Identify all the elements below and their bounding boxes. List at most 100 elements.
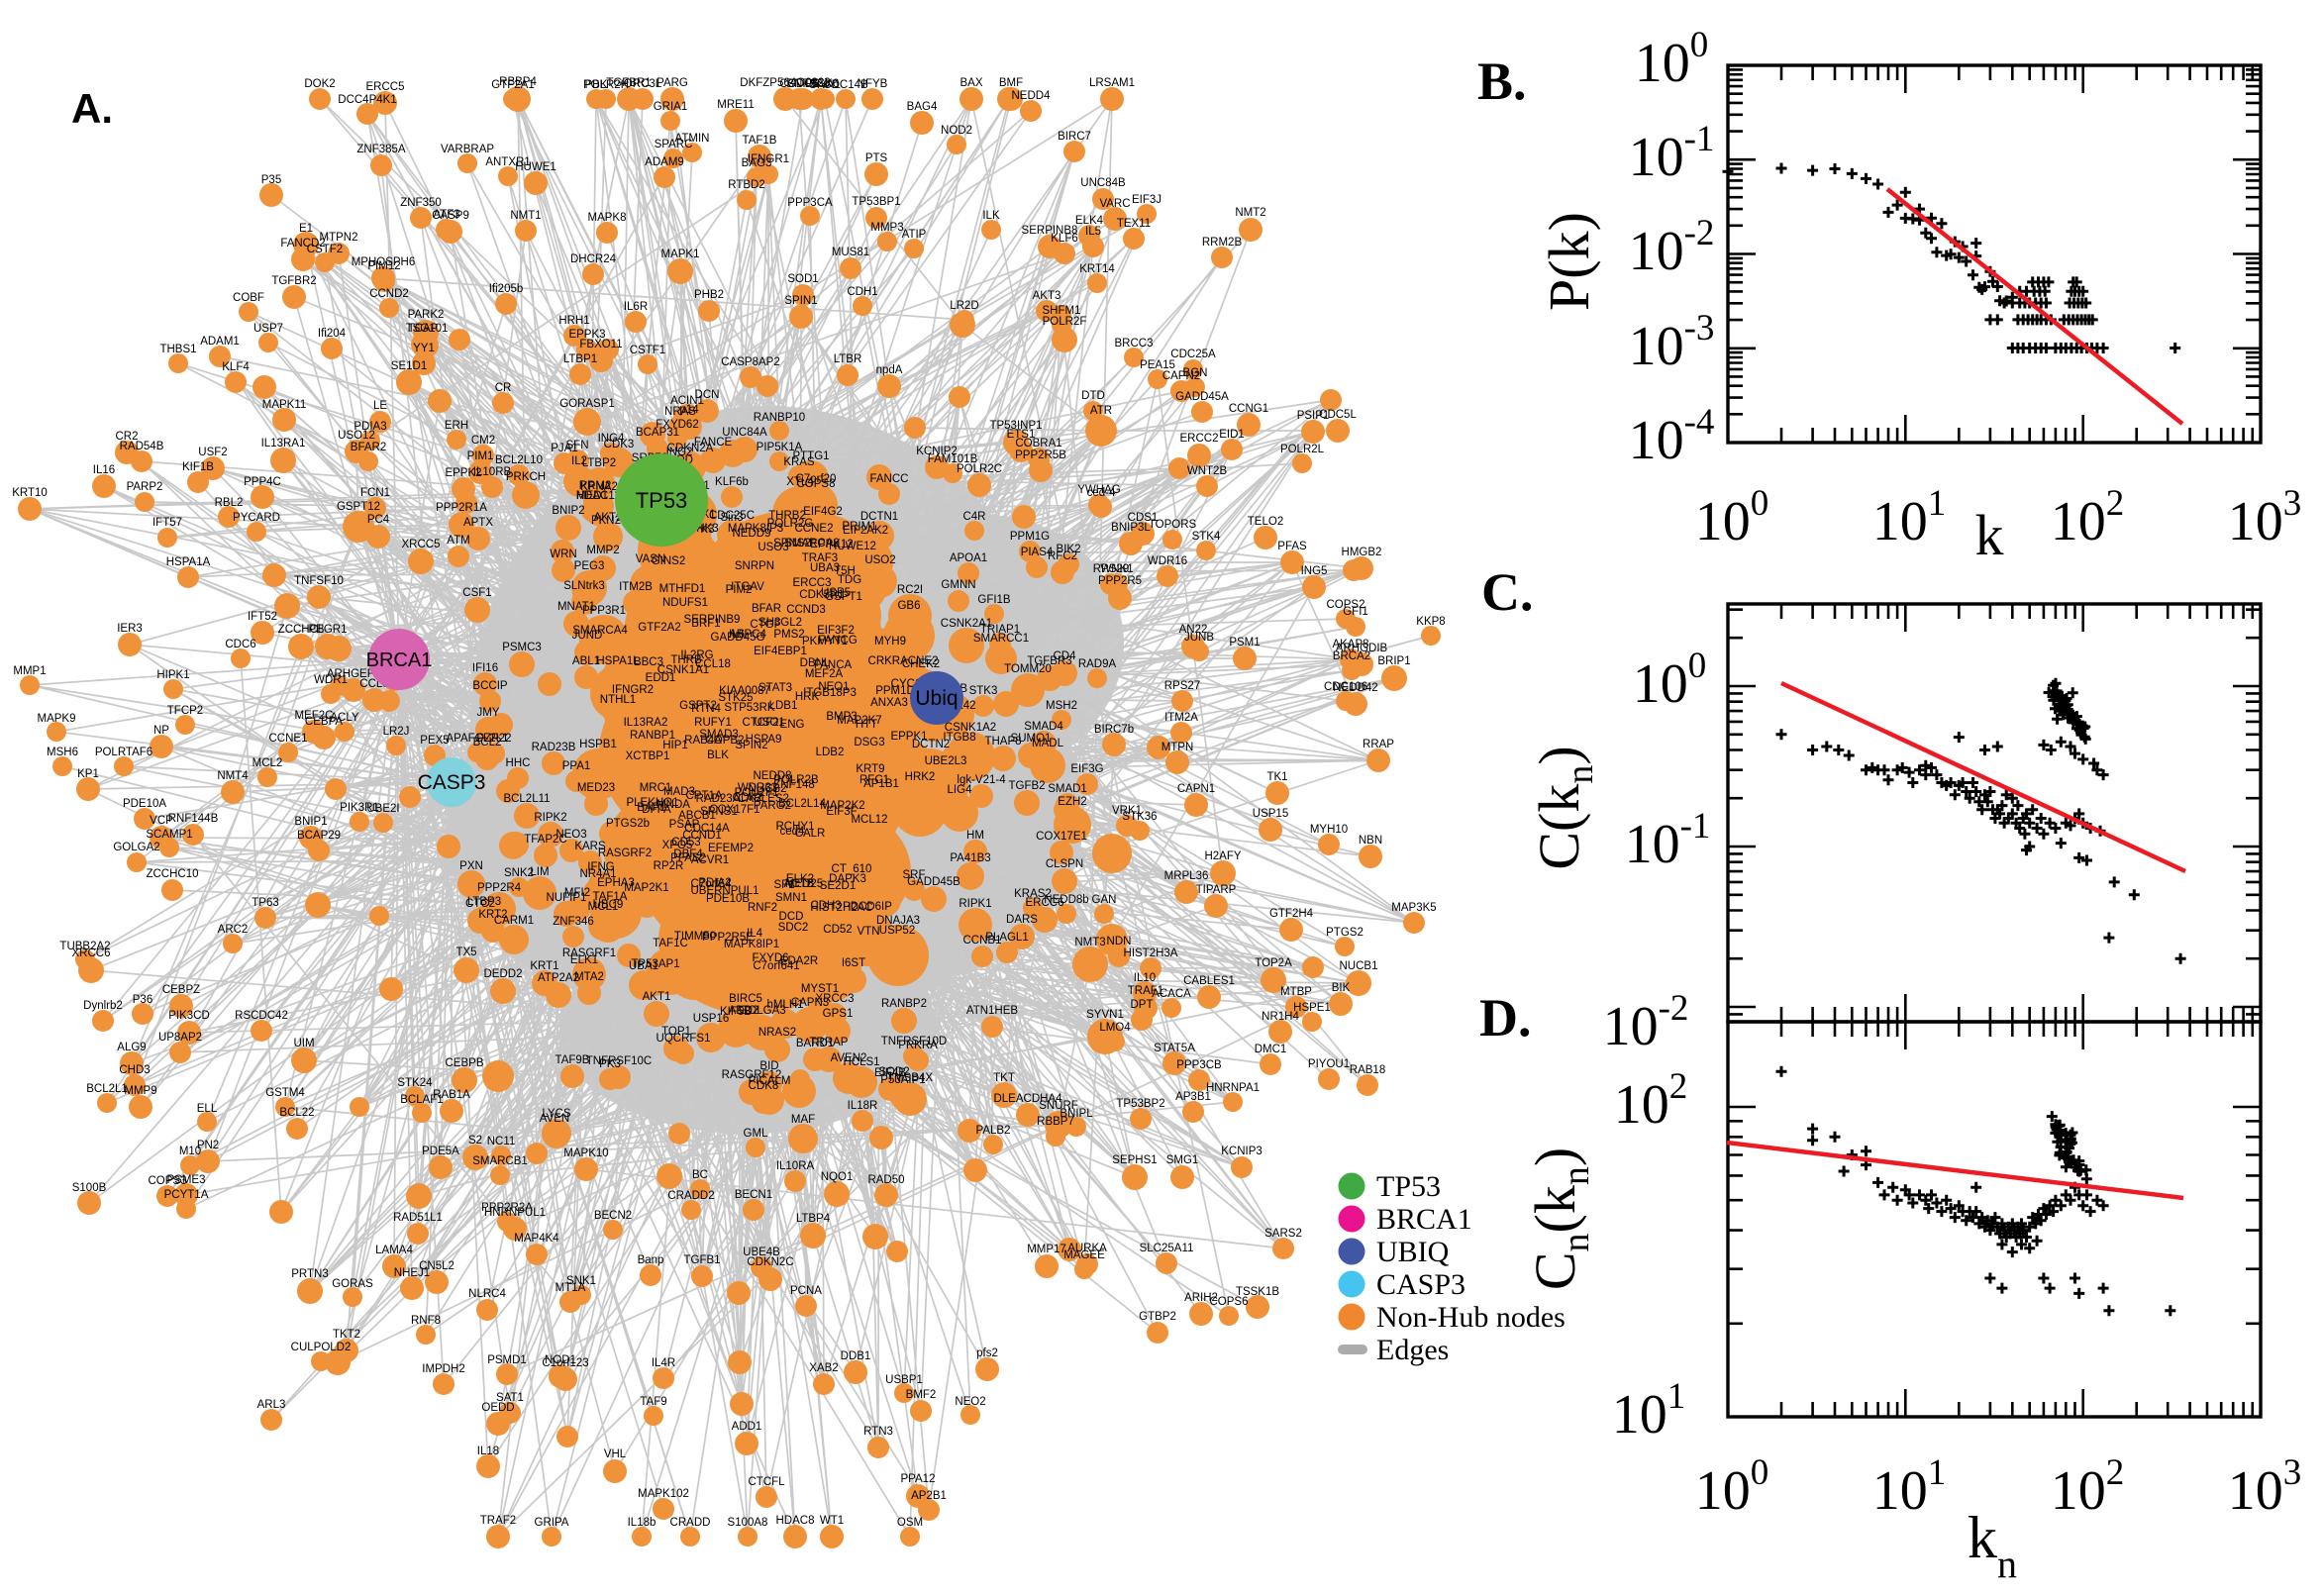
svg-text:DBF4: DBF4 bbox=[673, 848, 703, 860]
svg-text:KKP8: KKP8 bbox=[1416, 616, 1445, 628]
svg-text:PHB2: PHB2 bbox=[694, 289, 724, 301]
svg-text:COPS2: COPS2 bbox=[1327, 599, 1365, 611]
svg-text:USP5: USP5 bbox=[821, 587, 851, 599]
svg-text:COPB2: COPB2 bbox=[706, 735, 745, 747]
svg-text:PTGS2b: PTGS2b bbox=[606, 818, 650, 830]
svg-text:PDIA2: PDIA2 bbox=[698, 877, 731, 889]
svg-text:VHL: VHL bbox=[604, 1448, 627, 1460]
svg-text:EIF3F: EIF3F bbox=[826, 806, 857, 818]
svg-text:SDC2: SDC2 bbox=[778, 922, 809, 934]
svg-text:PPP4C: PPP4C bbox=[244, 476, 281, 488]
svg-text:HIST2H3A: HIST2H3A bbox=[1124, 948, 1178, 959]
svg-text:LAMA4: LAMA4 bbox=[375, 1245, 413, 1256]
svg-text:UIM: UIM bbox=[293, 1038, 314, 1049]
svg-text:PKN2: PKN2 bbox=[591, 515, 621, 527]
svg-text:TP53BP2: TP53BP2 bbox=[1116, 1098, 1164, 1110]
svg-text:EZH2: EZH2 bbox=[1058, 796, 1086, 808]
svg-text:NEO3: NEO3 bbox=[556, 829, 586, 841]
svg-text:TMSB4X: TMSB4X bbox=[887, 1072, 933, 1084]
svg-text:BARD1: BARD1 bbox=[796, 1038, 834, 1049]
svg-text:BFAR2: BFAR2 bbox=[351, 442, 386, 453]
svg-text:COX17E1: COX17E1 bbox=[1036, 831, 1087, 843]
svg-text:MYH10: MYH10 bbox=[1310, 824, 1348, 836]
svg-text:TAF9: TAF9 bbox=[640, 1396, 666, 1408]
svg-text:TELO2: TELO2 bbox=[1248, 516, 1283, 528]
svg-text:BIRC7: BIRC7 bbox=[1058, 131, 1091, 143]
svg-text:ERH: ERH bbox=[445, 420, 468, 432]
svg-text:TCAP: TCAP bbox=[408, 323, 439, 335]
svg-text:APOA1: APOA1 bbox=[950, 552, 987, 564]
svg-text:FANCG: FANCG bbox=[818, 635, 858, 647]
svg-text:CRKRACNE2: CRKRACNE2 bbox=[868, 655, 939, 667]
svg-text:10-2: 10-2 bbox=[1603, 988, 1689, 1057]
svg-text:TAF9B: TAF9B bbox=[556, 1054, 590, 1066]
svg-text:LTBP3: LTBP3 bbox=[467, 896, 501, 908]
svg-text:PKMYT1: PKMYT1 bbox=[802, 636, 848, 648]
svg-text:AURKA: AURKA bbox=[1067, 1243, 1107, 1254]
svg-text:GFI1B: GFI1B bbox=[977, 594, 1011, 606]
svg-text:PDE10B: PDE10B bbox=[706, 893, 750, 905]
svg-text:CCND1: CCND1 bbox=[682, 830, 722, 842]
svg-text:MADL: MADL bbox=[1032, 738, 1064, 749]
svg-text:NOD1: NOD1 bbox=[545, 1354, 576, 1366]
svg-text:KCNIP2: KCNIP2 bbox=[916, 446, 958, 457]
svg-text:POLR2C: POLR2C bbox=[957, 463, 1002, 475]
svg-text:TP53BP1: TP53BP1 bbox=[852, 196, 900, 208]
svg-text:MAP3K5: MAP3K5 bbox=[1391, 902, 1436, 914]
svg-text:S2: S2 bbox=[468, 1135, 482, 1147]
svg-text:Ifi205b: Ifi205b bbox=[489, 283, 524, 295]
svg-text:SFN: SFN bbox=[566, 440, 589, 451]
svg-text:IL18R: IL18R bbox=[848, 1100, 878, 1112]
svg-text:MAPK10: MAPK10 bbox=[563, 1147, 608, 1159]
svg-text:DSG3: DSG3 bbox=[854, 737, 884, 748]
svg-text:SMARCC1: SMARCC1 bbox=[973, 633, 1029, 645]
svg-text:KLF6: KLF6 bbox=[1051, 233, 1078, 245]
svg-text:BGN: BGN bbox=[1183, 367, 1208, 379]
svg-text:ARL3: ARL3 bbox=[257, 1399, 286, 1411]
svg-text:SCAMP1: SCAMP1 bbox=[146, 829, 192, 841]
svg-text:CDC25C: CDC25C bbox=[709, 510, 755, 522]
svg-text:ERCC3: ERCC3 bbox=[793, 577, 832, 589]
svg-text:KARS: KARS bbox=[574, 841, 606, 852]
svg-text:CDS1: CDS1 bbox=[1128, 512, 1159, 524]
svg-text:SOD1: SOD1 bbox=[787, 273, 818, 285]
svg-text:ZCCHC10: ZCCHC10 bbox=[146, 868, 198, 880]
svg-text:SMARCB1: SMARCB1 bbox=[472, 1155, 528, 1167]
svg-text:NQO1: NQO1 bbox=[821, 1171, 854, 1183]
svg-text:DDB1: DDB1 bbox=[841, 1350, 871, 1362]
svg-text:TRAF3: TRAF3 bbox=[802, 552, 838, 564]
svg-text:HRK2: HRK2 bbox=[905, 771, 936, 783]
svg-text:IL16: IL16 bbox=[93, 464, 115, 476]
svg-text:RAD54B: RAD54B bbox=[120, 441, 164, 452]
svg-text:JUNB: JUNB bbox=[1184, 632, 1214, 644]
svg-text:ALG9: ALG9 bbox=[117, 1042, 146, 1053]
svg-text:RTN3: RTN3 bbox=[863, 1426, 893, 1438]
svg-text:TAF1A: TAF1A bbox=[593, 891, 628, 903]
svg-text:PARK2: PARK2 bbox=[408, 309, 445, 321]
svg-text:MNDA: MNDA bbox=[656, 799, 690, 811]
svg-text:DCC4P4K1: DCC4P4K1 bbox=[338, 94, 396, 106]
svg-text:NUFIP1: NUFIP1 bbox=[547, 892, 587, 904]
svg-text:PYCARD: PYCARD bbox=[233, 512, 280, 524]
svg-text:BCL2L14: BCL2L14 bbox=[778, 798, 827, 810]
svg-text:RAD50: RAD50 bbox=[867, 1174, 904, 1186]
svg-text:LDB2: LDB2 bbox=[816, 747, 845, 758]
svg-text:DHCR24: DHCR24 bbox=[570, 253, 617, 265]
svg-text:USP52: USP52 bbox=[879, 925, 915, 937]
svg-text:PPM1D: PPM1D bbox=[875, 685, 915, 697]
svg-text:TP53INP1: TP53INP1 bbox=[989, 420, 1042, 432]
svg-text:ATR: ATR bbox=[1090, 405, 1112, 417]
svg-text:IFT57: IFT57 bbox=[152, 517, 182, 529]
svg-text:ZCCHC8: ZCCHC8 bbox=[278, 624, 325, 636]
svg-text:USP15: USP15 bbox=[1253, 808, 1288, 820]
svg-text:MTHFD1: MTHFD1 bbox=[659, 583, 706, 595]
svg-text:TP53AP1: TP53AP1 bbox=[631, 958, 679, 970]
svg-text:CEBPB: CEBPB bbox=[446, 1057, 484, 1069]
svg-text:PPA1: PPA1 bbox=[562, 760, 591, 772]
svg-text:XRCC6: XRCC6 bbox=[72, 948, 111, 959]
svg-text:RBBP7: RBBP7 bbox=[1037, 1116, 1074, 1128]
svg-text:CEBPA: CEBPA bbox=[305, 716, 343, 728]
svg-text:MAGEE: MAGEE bbox=[1063, 1249, 1105, 1261]
svg-text:POLR2G: POLR2G bbox=[767, 518, 814, 530]
svg-text:MNAT1: MNAT1 bbox=[557, 601, 595, 613]
